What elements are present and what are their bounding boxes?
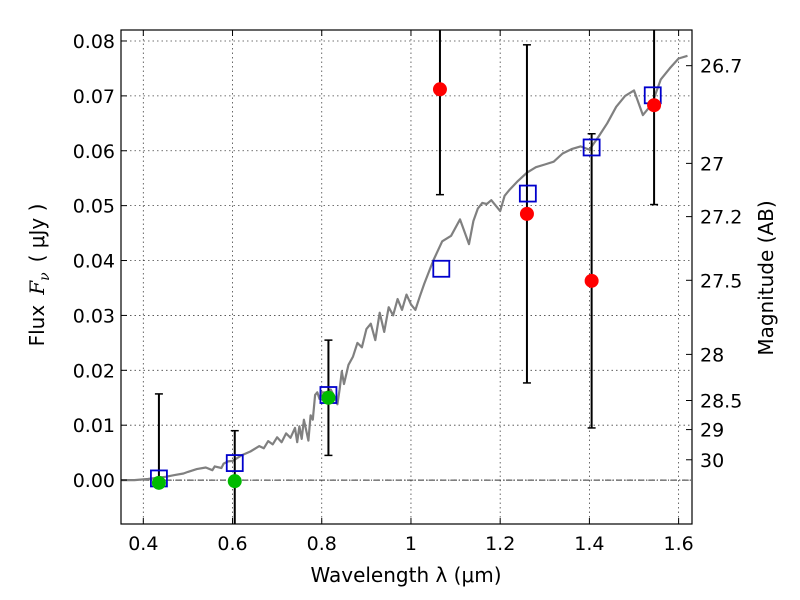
plot-area	[121, 30, 688, 524]
x-tick-label: 0.4	[128, 533, 158, 555]
mag-tick-label: 27.2	[700, 207, 742, 229]
x-tick-label: 1.4	[574, 533, 604, 555]
y-tick-label: 0.02	[73, 360, 115, 382]
x-tick-label: 1	[405, 533, 417, 555]
model-photometry-square	[518, 184, 537, 203]
y-tick-label: 0.00	[73, 470, 115, 492]
photometry-point	[647, 98, 662, 113]
x-tick-label: 1.6	[664, 533, 694, 555]
x-tick-label: 0.8	[307, 533, 337, 555]
photometry-point	[321, 390, 336, 405]
photometry-point	[584, 273, 599, 288]
mag-tick-label: 26.7	[700, 56, 742, 78]
y-tick-label: 0.01	[73, 415, 115, 437]
ticks: 0.4 0.6 0.8 1 1.2 1.4 1.6 0.00 0.01 0.02 0.03 0.04 0…	[73, 30, 742, 555]
photometry-point	[227, 474, 242, 489]
y-tick-label: 0.05	[73, 196, 115, 218]
x-tick-label: 0.6	[217, 533, 247, 555]
x-axis-label: Wavelength λ (μm)	[310, 563, 501, 587]
y-tick-label: 0.04	[73, 251, 115, 273]
mag-tick-label: 27	[700, 153, 724, 175]
y-tick-label: 0.08	[73, 31, 115, 53]
photometry-point	[519, 206, 534, 221]
model-photometry-square	[225, 454, 244, 472]
y-axis-label-unit: ( μJy )	[25, 204, 49, 263]
model-photometry-square	[582, 138, 601, 157]
right-axis-label: Magnitude (AB)	[754, 200, 778, 355]
photometry-point	[151, 475, 166, 490]
mag-tick-label: 30	[700, 450, 724, 472]
axes-frame	[120, 29, 693, 525]
y-tick-label: 0.07	[73, 86, 115, 108]
model-spectrum-line	[121, 54, 688, 482]
y-axis-label-subscript: ν	[37, 272, 53, 281]
photometry-point	[432, 82, 447, 97]
y-tick-label: 0.03	[73, 305, 115, 327]
x-tick-label: 1.2	[485, 533, 515, 555]
y-axis-label: Flux Fν ( μJy )	[25, 204, 53, 347]
mag-tick-label: 29	[700, 420, 724, 442]
mag-tick-label: 27.5	[700, 270, 742, 292]
y-tick-label: 0.06	[73, 141, 115, 163]
mag-tick-label: 28.5	[700, 391, 742, 413]
mag-tick-label: 28	[700, 344, 724, 366]
model-photometry-square	[432, 259, 451, 278]
y-axis-label-symbol: F	[25, 280, 49, 296]
grid-lines	[121, 30, 692, 524]
y-axis-label-prefix: Flux	[25, 305, 49, 347]
